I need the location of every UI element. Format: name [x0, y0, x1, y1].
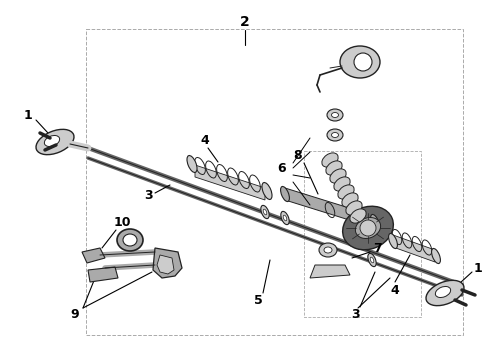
Ellipse shape [370, 257, 374, 263]
Ellipse shape [281, 211, 289, 225]
Ellipse shape [330, 169, 346, 183]
Polygon shape [195, 165, 265, 200]
Ellipse shape [355, 217, 381, 238]
Ellipse shape [283, 215, 287, 221]
Ellipse shape [426, 280, 464, 306]
Ellipse shape [338, 185, 354, 199]
Ellipse shape [322, 153, 338, 167]
Ellipse shape [187, 156, 197, 172]
Ellipse shape [332, 113, 339, 117]
Text: 4: 4 [391, 284, 399, 297]
Circle shape [360, 220, 376, 236]
Text: 5: 5 [254, 293, 262, 306]
Ellipse shape [262, 183, 272, 199]
Text: 3: 3 [351, 309, 359, 321]
Text: 8: 8 [294, 149, 302, 162]
Text: 2: 2 [240, 15, 250, 29]
Ellipse shape [368, 253, 376, 267]
Circle shape [354, 53, 372, 71]
Ellipse shape [343, 206, 393, 250]
Ellipse shape [261, 205, 269, 219]
Ellipse shape [281, 186, 290, 202]
Ellipse shape [45, 135, 60, 147]
Ellipse shape [350, 209, 366, 223]
Polygon shape [88, 267, 118, 282]
Ellipse shape [263, 209, 267, 215]
Ellipse shape [435, 287, 451, 297]
Text: 1: 1 [474, 261, 482, 274]
Ellipse shape [346, 201, 362, 215]
Bar [86, 29, 463, 335]
Ellipse shape [370, 215, 379, 230]
Ellipse shape [319, 243, 337, 257]
Text: 3: 3 [144, 189, 152, 202]
Ellipse shape [117, 229, 143, 251]
Ellipse shape [36, 129, 74, 155]
Text: 7: 7 [373, 242, 382, 255]
Polygon shape [157, 255, 174, 274]
Ellipse shape [327, 129, 343, 141]
Bar [304, 151, 421, 317]
Ellipse shape [327, 109, 343, 121]
Ellipse shape [326, 161, 342, 175]
Ellipse shape [342, 193, 358, 207]
Polygon shape [310, 265, 350, 278]
Ellipse shape [340, 46, 380, 78]
Text: 1: 1 [24, 108, 32, 122]
Polygon shape [393, 235, 435, 262]
Ellipse shape [432, 248, 441, 264]
Polygon shape [153, 248, 182, 278]
Text: 9: 9 [71, 309, 79, 321]
Ellipse shape [123, 234, 137, 246]
Text: 4: 4 [200, 134, 209, 147]
Polygon shape [82, 248, 105, 263]
Text: 6: 6 [278, 162, 286, 175]
Ellipse shape [389, 234, 397, 248]
Polygon shape [285, 188, 375, 228]
Text: 10: 10 [113, 216, 131, 229]
Ellipse shape [324, 247, 332, 253]
Ellipse shape [332, 132, 339, 138]
Ellipse shape [334, 177, 350, 191]
